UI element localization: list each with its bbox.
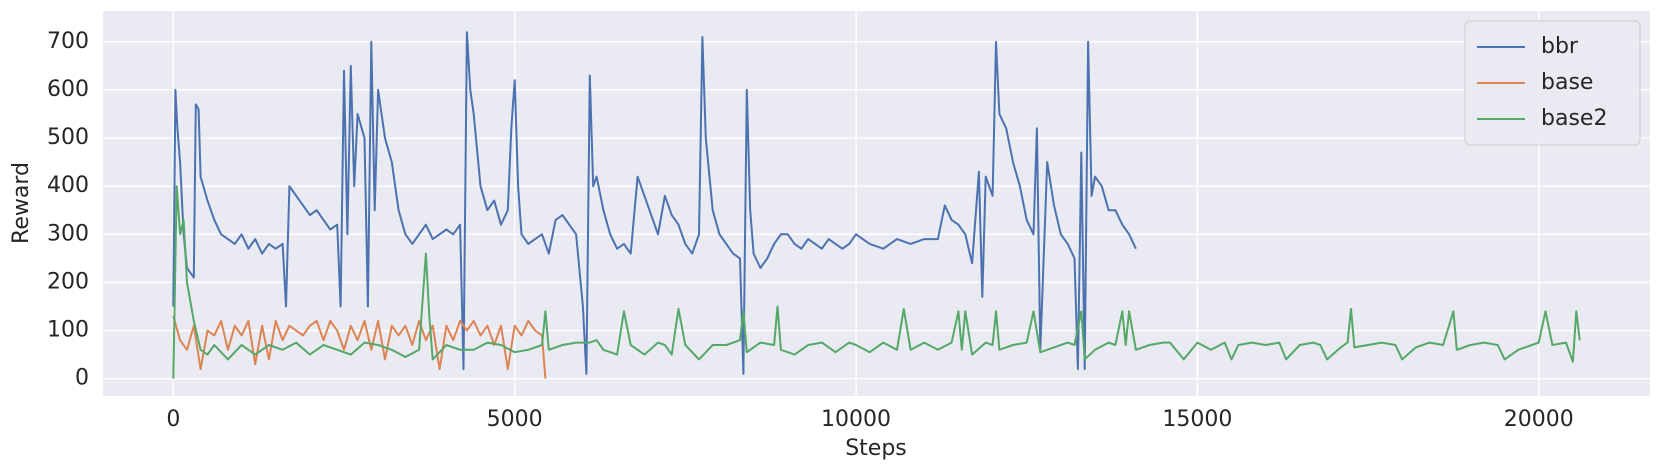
series-line	[172, 315, 547, 379]
x-axis-label: Steps	[845, 436, 907, 461]
x-tick-label: 5000	[487, 407, 543, 432]
legend-label: bbr	[1541, 34, 1579, 59]
y-axis-label: Reward	[9, 162, 34, 244]
legend: bbr base base2	[1464, 20, 1641, 146]
x-tick-label: 0	[166, 407, 180, 432]
y-tick-label: 400	[47, 173, 89, 198]
series-line	[172, 31, 1137, 375]
legend-label: base2	[1541, 106, 1607, 131]
y-tick-label: 700	[47, 29, 89, 54]
x-tick-label: 10000	[821, 407, 891, 432]
x-tick-label: 15000	[1162, 407, 1232, 432]
y-tick-label: 0	[75, 366, 89, 391]
plot-area	[103, 11, 1650, 396]
labels: 0 100 200 300 400 500 600 700 0 5000 10000 15000 200…	[47, 29, 1574, 432]
legend-label: base	[1541, 70, 1593, 95]
x-tick-label: 20000	[1504, 407, 1574, 432]
y-tick-label: 500	[47, 125, 89, 150]
y-tick-label: 200	[47, 269, 89, 294]
series-line	[172, 185, 1581, 379]
legend-box	[1464, 20, 1641, 146]
lines	[172, 31, 1581, 379]
y-tick-label: 100	[47, 318, 89, 343]
y-tick-label: 300	[47, 221, 89, 246]
y-tick-label: 600	[47, 77, 89, 102]
